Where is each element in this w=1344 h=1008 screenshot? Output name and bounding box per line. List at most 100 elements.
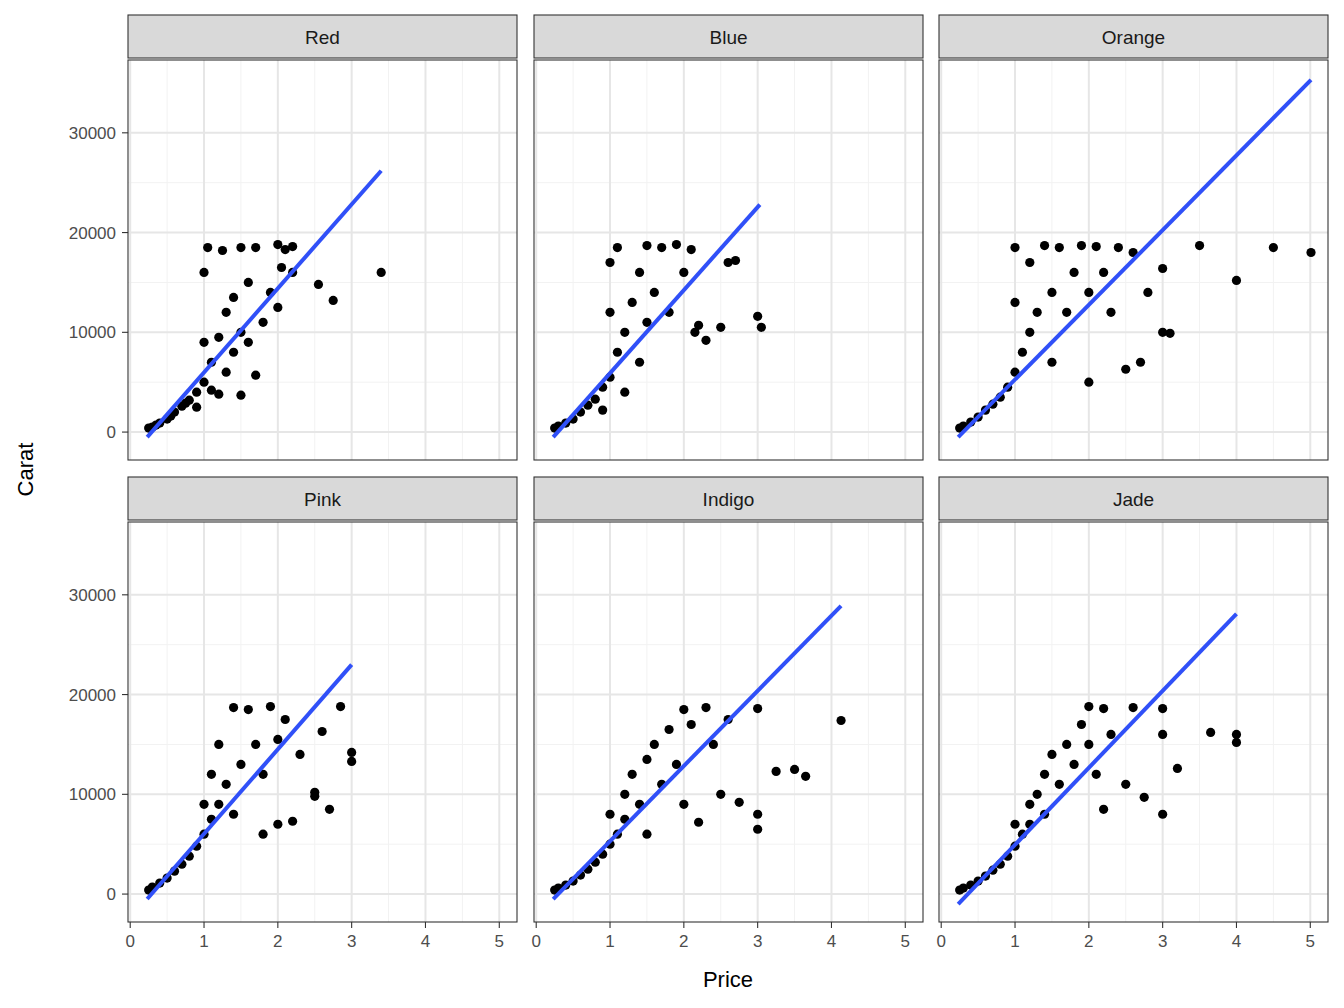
grid-line bbox=[534, 232, 923, 234]
tick bbox=[905, 922, 906, 928]
tick bbox=[683, 922, 684, 928]
point bbox=[635, 268, 644, 277]
grid-line bbox=[128, 132, 517, 134]
point bbox=[642, 755, 651, 764]
point bbox=[1232, 276, 1241, 285]
strip-label: Orange bbox=[1102, 27, 1165, 48]
point bbox=[288, 242, 297, 251]
tick bbox=[941, 922, 942, 928]
point bbox=[1269, 243, 1278, 252]
grid-line bbox=[1088, 522, 1090, 922]
point bbox=[790, 765, 799, 774]
tick-label: 1 bbox=[1010, 932, 1019, 951]
point bbox=[244, 278, 253, 287]
point bbox=[310, 788, 319, 797]
point bbox=[258, 318, 267, 327]
tick-label: 1 bbox=[605, 932, 614, 951]
tick-label: 2 bbox=[679, 932, 688, 951]
point bbox=[1158, 730, 1167, 739]
tick-label: 3 bbox=[347, 932, 356, 951]
tick-label: 0 bbox=[936, 932, 945, 951]
grid-line bbox=[535, 522, 537, 922]
data-layer bbox=[144, 665, 356, 899]
grid-line bbox=[939, 893, 1328, 895]
panel-border bbox=[534, 522, 923, 922]
strip bbox=[939, 477, 1328, 520]
minor-grid bbox=[868, 60, 869, 460]
plot-background bbox=[534, 60, 923, 460]
grid-line bbox=[940, 522, 942, 922]
minor-grid bbox=[128, 744, 517, 745]
tick-label: 10000 bbox=[69, 323, 116, 342]
point bbox=[650, 740, 659, 749]
strip bbox=[939, 15, 1328, 58]
point bbox=[753, 810, 762, 819]
point bbox=[229, 703, 238, 712]
point bbox=[222, 368, 231, 377]
strip-label: Red bbox=[305, 27, 340, 48]
tick bbox=[351, 922, 352, 928]
tick-label: 0 bbox=[531, 932, 540, 951]
grid-line bbox=[1235, 60, 1237, 460]
point bbox=[1077, 241, 1086, 250]
panel-border bbox=[939, 60, 1328, 460]
point bbox=[716, 790, 725, 799]
panel: Orange bbox=[939, 15, 1328, 460]
point bbox=[199, 800, 208, 809]
minor-grid bbox=[128, 644, 517, 645]
tick bbox=[122, 432, 128, 433]
fit-line bbox=[958, 80, 1311, 437]
minor-grid bbox=[794, 60, 795, 460]
point bbox=[836, 716, 845, 725]
plot-background bbox=[128, 60, 517, 460]
point bbox=[207, 770, 216, 779]
grid-line bbox=[498, 522, 500, 922]
point bbox=[229, 810, 238, 819]
point bbox=[244, 705, 253, 714]
point bbox=[347, 748, 356, 757]
data-layer bbox=[144, 171, 386, 437]
tick-label: 20000 bbox=[69, 224, 116, 243]
minor-grid bbox=[388, 60, 389, 460]
tick bbox=[757, 922, 758, 928]
grid-line bbox=[939, 694, 1328, 696]
tick bbox=[130, 922, 131, 928]
panel-border bbox=[939, 522, 1328, 922]
point bbox=[185, 396, 194, 405]
tick-label: 2 bbox=[1084, 932, 1093, 951]
strip bbox=[128, 15, 517, 58]
panel-border bbox=[128, 60, 517, 460]
point bbox=[642, 830, 651, 839]
point bbox=[1099, 805, 1108, 814]
point bbox=[1106, 730, 1115, 739]
strip-label: Pink bbox=[304, 489, 341, 510]
tick-label: 3 bbox=[753, 932, 762, 951]
grid-line bbox=[128, 331, 517, 333]
point bbox=[716, 323, 725, 332]
point bbox=[1195, 241, 1204, 250]
point bbox=[1092, 770, 1101, 779]
point bbox=[1018, 348, 1027, 357]
grid-line bbox=[683, 60, 685, 460]
grid-line bbox=[939, 793, 1328, 795]
point bbox=[772, 767, 781, 776]
y-axis-title: Carat bbox=[13, 443, 38, 497]
tick-label: 3 bbox=[1158, 932, 1167, 951]
point bbox=[701, 703, 710, 712]
point bbox=[1055, 780, 1064, 789]
minor-grid bbox=[939, 644, 1328, 645]
grid-line bbox=[534, 331, 923, 333]
grid-line bbox=[424, 60, 426, 460]
point bbox=[1040, 241, 1049, 250]
tick bbox=[122, 794, 128, 795]
point bbox=[1010, 243, 1019, 252]
point bbox=[1077, 720, 1086, 729]
panel-border bbox=[128, 522, 517, 922]
point bbox=[199, 338, 208, 347]
grid-line bbox=[939, 132, 1328, 134]
point bbox=[1025, 328, 1034, 337]
point bbox=[1114, 243, 1123, 252]
panel: Jade012345 bbox=[936, 477, 1328, 951]
point bbox=[236, 391, 245, 400]
tick-label: 5 bbox=[1306, 932, 1315, 951]
